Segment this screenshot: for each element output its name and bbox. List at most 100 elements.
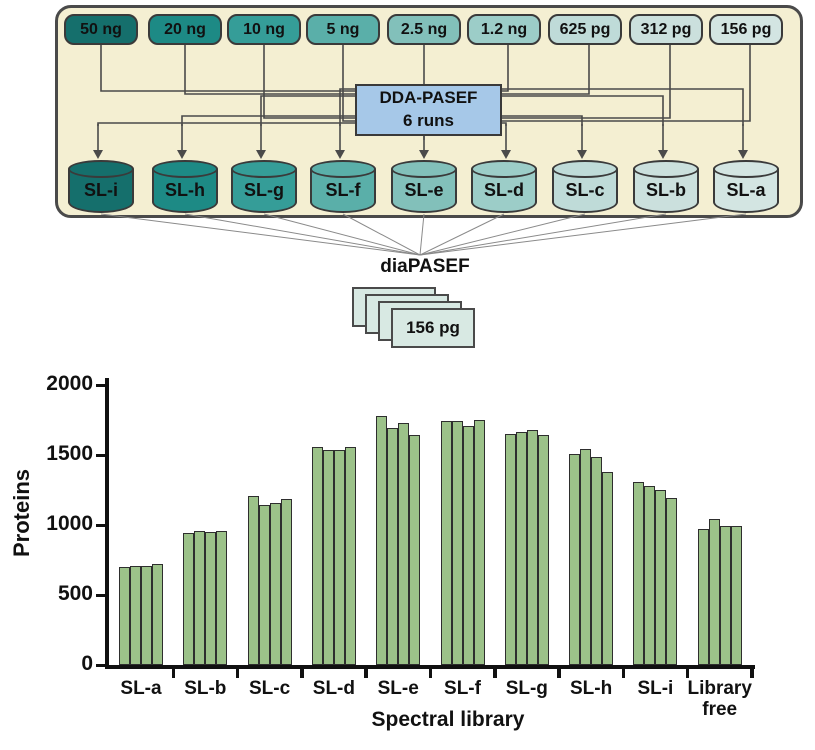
sample-amount-box: 20 ng xyxy=(148,14,222,45)
spectral-library-label: SL-a xyxy=(726,180,766,200)
y-tick-label: 1000 xyxy=(46,512,93,535)
spectral-library-label: SL-c xyxy=(565,180,605,200)
spectral-library-label: SL-i xyxy=(84,180,118,200)
connector-line xyxy=(263,213,421,256)
bar-SL-a-rep3 xyxy=(141,566,152,665)
spectral-library-cylinder: SL-a xyxy=(713,160,779,213)
bar-SL-e-rep4 xyxy=(409,434,421,665)
bar-Library free-rep4 xyxy=(730,525,742,665)
cylinder-top xyxy=(713,160,779,178)
y-tick xyxy=(96,383,105,387)
connector-line xyxy=(502,115,583,126)
bar-SL-c-rep4 xyxy=(280,499,292,665)
bar-SL-a-rep1 xyxy=(119,567,130,665)
workflow-diagram: 50 ng 20 ng 10 ng 5 ng 2.5 ng 1.2 ng 625 pg 312… xyxy=(0,0,815,355)
x-tick xyxy=(750,669,754,678)
bar-SL-h-rep2 xyxy=(580,449,592,665)
diapasef-label: diaPASEF xyxy=(380,256,470,277)
bar-SL-d-rep4 xyxy=(344,446,356,665)
bar-SL-e-rep1 xyxy=(376,415,388,665)
arrowhead-icon xyxy=(658,150,668,159)
sample-amount-box: 5 ng xyxy=(306,14,380,45)
bar-SL-d-rep2 xyxy=(322,450,334,665)
bar-SL-g-rep3 xyxy=(526,429,538,665)
bar-SL-c-rep2 xyxy=(258,504,270,665)
spectral-library-cylinder: SL-e xyxy=(391,160,457,213)
x-tick xyxy=(428,669,433,678)
cylinder-top xyxy=(552,160,618,178)
connector-line xyxy=(419,213,747,256)
spectral-library-label: SL-g xyxy=(244,180,284,200)
cylinder-top xyxy=(152,160,218,178)
connector-line xyxy=(502,45,671,119)
bar-SL-a-rep2 xyxy=(130,565,141,665)
dda-pasef-label: DDA-PASEF xyxy=(379,88,478,108)
connector-lines xyxy=(93,45,751,256)
sample-amount-label: 5 ng xyxy=(326,20,360,38)
spectral-library-cylinder: SL-i xyxy=(68,160,134,213)
connector-line xyxy=(263,45,355,119)
connector-line xyxy=(502,45,751,122)
cylinder-top xyxy=(68,160,134,178)
sample-amount-label: 156 pg xyxy=(720,20,772,38)
bar-SL-g-rep2 xyxy=(515,431,527,665)
x-tick xyxy=(557,669,561,678)
dda-pasef-box: DDA-PASEF 6 runs xyxy=(355,84,502,136)
y-tick-label: 500 xyxy=(57,582,93,605)
sample-amount-box: 50 ng xyxy=(64,14,138,45)
bar-SL-i-rep1 xyxy=(633,482,645,665)
sample-amount-label: 20 ng xyxy=(164,20,206,38)
bar-SL-a-rep4 xyxy=(152,564,163,665)
bar-SL-b-rep3 xyxy=(205,532,217,665)
connector-line xyxy=(342,213,421,256)
spectral-library-label: SL-h xyxy=(165,180,205,200)
x-axis xyxy=(105,665,755,669)
arrowhead-icon xyxy=(419,150,429,159)
y-tick-label: 2000 xyxy=(46,372,93,395)
bar-SL-h-rep1 xyxy=(569,453,581,665)
x-category-label: SL-h xyxy=(569,678,613,699)
bar-SL-g-rep4 xyxy=(537,434,549,665)
sample-amount-box: 1.2 ng xyxy=(467,14,541,45)
cylinder-top xyxy=(231,160,297,178)
connector-line xyxy=(339,88,355,126)
connector-line xyxy=(100,213,421,256)
protein-bar-chart: Proteins Spectral library 0 500 1000 1500 20… xyxy=(0,340,815,750)
bar-SL-h-rep4 xyxy=(602,471,614,665)
x-axis-title: Spectral library xyxy=(371,708,525,731)
x-category-label: SL-g xyxy=(505,678,548,699)
x-category-label: SL-b xyxy=(184,678,227,699)
x-category-label: Library free xyxy=(687,678,752,721)
bar-SL-h-rep3 xyxy=(591,457,603,665)
bar-SL-b-rep1 xyxy=(183,532,195,665)
connector-line xyxy=(419,213,425,256)
connector-line xyxy=(184,213,421,256)
connector-line xyxy=(184,45,355,95)
sample-amount-label: 625 pg xyxy=(559,20,611,38)
connector-line xyxy=(260,95,355,126)
y-tick xyxy=(96,453,105,457)
y-axis-title: Proteins xyxy=(9,468,34,558)
bar-SL-b-rep4 xyxy=(216,530,228,665)
x-tick xyxy=(300,669,304,678)
sample-amount-label: 2.5 ng xyxy=(400,20,448,38)
arrowhead-icon xyxy=(335,150,345,159)
connector-line xyxy=(502,88,744,126)
sample-amount-box: 625 pg xyxy=(548,14,622,45)
bar-SL-i-rep2 xyxy=(644,485,656,665)
y-axis xyxy=(105,378,109,669)
x-category-label: SL-c xyxy=(249,678,291,699)
stack-amount-label: 156 pg xyxy=(406,318,460,337)
sample-amount-box: 312 pg xyxy=(629,14,703,45)
connector-line xyxy=(181,115,355,126)
connector-line xyxy=(502,95,664,126)
connector-line xyxy=(419,213,586,256)
bar-SL-c-rep3 xyxy=(269,502,281,665)
spectral-library-cylinder: SL-g xyxy=(231,160,297,213)
cylinder-top xyxy=(391,160,457,178)
sample-amount-label: 312 pg xyxy=(640,20,692,38)
x-tick xyxy=(621,669,626,678)
y-tick-label: 0 xyxy=(81,652,93,675)
arrowhead-icon xyxy=(177,150,187,159)
y-tick-label: 1500 xyxy=(46,442,93,465)
